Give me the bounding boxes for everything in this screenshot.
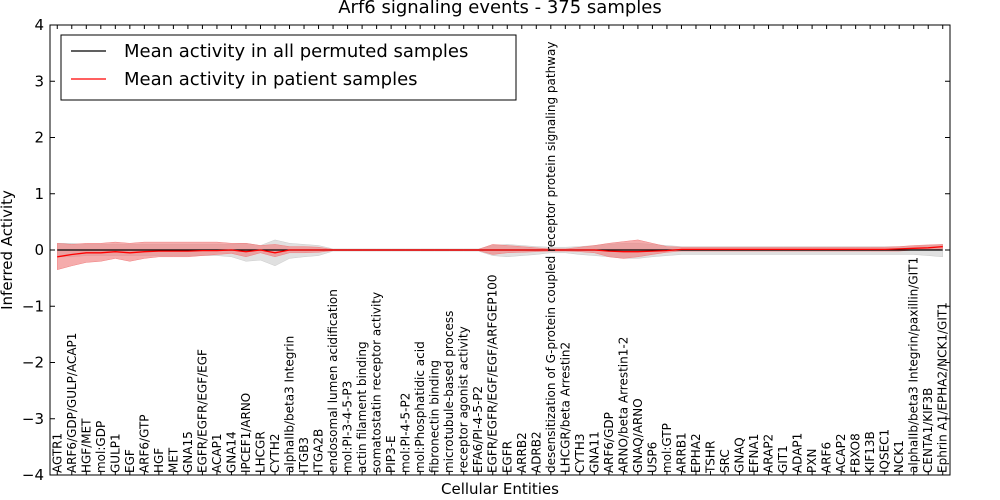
x-tick-label: mol:PI-3-4-5-P3 — [341, 381, 355, 473]
x-tick-label: HGF/MET — [79, 418, 93, 473]
legend: Mean activity in all permuted samples Me… — [60, 34, 517, 101]
x-tick-label: somatostatin receptor activity — [370, 292, 384, 473]
x-tick-label: EGFR/EGFR/EGF/EGF/ARFGEP100 — [486, 275, 500, 473]
x-tick-label: IPCEF1/ARNO — [239, 393, 253, 473]
x-tick-label: AGTR1 — [50, 433, 64, 473]
chart-title: Arf6 signaling events - 375 samples — [338, 0, 662, 18]
x-tick-label: ARF6/GDP — [602, 412, 616, 473]
y-tick-label: 2 — [34, 129, 44, 147]
x-tick-label: ARF6/GTP — [137, 414, 151, 473]
y-tick-label: 4 — [34, 16, 44, 34]
x-tick-label: ADAP1 — [791, 433, 805, 473]
x-tick-label: GULP1 — [108, 433, 122, 473]
x-tick-label: FBXO8 — [849, 433, 863, 473]
x-tick-label: GNA14 — [225, 431, 239, 473]
x-tick-label: IQSEC1 — [878, 429, 892, 473]
x-tick-label: microtubule-based process — [442, 311, 456, 473]
x-tick-label: ACAP2 — [834, 434, 848, 473]
y-tick-label: −2 — [22, 354, 44, 372]
x-tick-label: PXN — [805, 449, 819, 473]
y-axis-label: Inferred Activity — [0, 190, 16, 310]
x-tick-label: ARNO/beta Arrestin1-2 — [616, 337, 630, 473]
x-tick-label: LHCGR — [254, 431, 268, 473]
y-tick-label: −1 — [22, 297, 44, 315]
x-tick-label: EFA6/PI-4-5-P2 — [471, 386, 485, 473]
x-tick-label: HGF — [152, 448, 166, 473]
x-tick-label: mol:Phosphatidic acid — [413, 341, 427, 473]
x-tick-label: EGF — [123, 449, 137, 473]
x-tick-labels: AGTR1 ARF6/GDP/GULP/ACAP1 HGF/MET mol:GDP GU… — [50, 42, 949, 474]
x-tick-label: EGFR/EGFR/EGF/EGF — [195, 349, 209, 473]
x-tick-label: KIF13B — [863, 431, 877, 473]
x-tick-label: ARRB2 — [515, 432, 529, 473]
x-tick-label: MET — [166, 447, 180, 473]
x-tick-label: TSHR — [704, 441, 718, 474]
x-tick-label: ARRB1 — [675, 432, 689, 473]
patient-mean-line — [57, 245, 943, 258]
x-tick-label: USP6 — [645, 442, 659, 473]
x-tick-label: CYTH2 — [268, 434, 282, 474]
y-tick-label: 3 — [34, 72, 44, 90]
x-tick-label: alphaIIb/beta3 Integrin/paxillin/GIT1 — [907, 257, 921, 473]
x-tick-label: Ephrin A1/EPHA2/NCK1/GIT1 — [936, 302, 950, 473]
y-tick-label: −3 — [22, 410, 44, 428]
x-tick-label: ITGB3 — [297, 437, 311, 473]
x-tick-label: LHCGR/beta Arrestin2 — [558, 342, 572, 473]
x-tick-label: GNA15 — [181, 431, 195, 473]
x-tick-label: ARF6 — [820, 442, 834, 473]
x-tick-label: ARF6/GDP/GULP/ACAP1 — [65, 333, 79, 473]
legend-label-patient: Mean activity in patient samples — [124, 69, 418, 90]
x-tick-label: ITGA2B — [312, 429, 326, 473]
x-tick-label: GNA11 — [587, 431, 601, 473]
x-tick-label: EFNA1 — [747, 434, 761, 473]
x-tick-label: NCK1 — [892, 440, 906, 473]
x-axis-label: Cellular Entities — [441, 480, 559, 498]
x-tick-label: EPHA2 — [689, 433, 703, 473]
x-tick-label: fibronectin binding — [428, 360, 442, 473]
x-tick-label: PIP3-E — [384, 435, 398, 473]
x-tick-label: alphaIIb/beta3 Integrin — [283, 336, 297, 473]
y-axis-ticks: −4 −3 −2 −1 0 1 2 3 4 — [22, 16, 950, 484]
x-tick-label: CENTA1/KIF3B — [921, 388, 935, 473]
x-tick-label: desensitization of G-protein coupled rec… — [544, 42, 558, 473]
y-tick-label: −4 — [22, 466, 44, 484]
x-tick-label: ARAP2 — [762, 434, 776, 473]
series-lines — [57, 245, 943, 258]
x-tick-label: ADRB2 — [529, 431, 543, 473]
x-tick-label: GIT1 — [776, 445, 790, 473]
x-tick-label: EGFR — [500, 441, 514, 473]
y-tick-label: 0 — [34, 241, 44, 259]
confidence-bands — [57, 239, 943, 271]
x-tick-label: receptor agonist activity — [457, 326, 471, 473]
x-tick-label: mol:PI-4-5-P2 — [399, 393, 413, 473]
legend-box — [60, 34, 517, 101]
x-tick-label: endosomal lumen acidification — [326, 289, 340, 473]
x-tick-label: GNAQ/ARNO — [631, 398, 645, 473]
x-tick-label: mol:GTP — [660, 423, 674, 473]
x-tick-label: mol:GDP — [94, 421, 108, 473]
y-tick-label: 1 — [34, 185, 44, 203]
x-axis-ticks — [56, 25, 944, 475]
x-tick-label: ACAP1 — [210, 433, 224, 472]
x-tick-label: CYTH3 — [573, 433, 587, 473]
x-tick-label: SRC — [718, 449, 732, 473]
x-tick-label: actin filament binding — [355, 341, 369, 473]
legend-label-permuted: Mean activity in all permuted samples — [124, 41, 468, 62]
x-tick-label: GNAQ — [733, 437, 747, 473]
